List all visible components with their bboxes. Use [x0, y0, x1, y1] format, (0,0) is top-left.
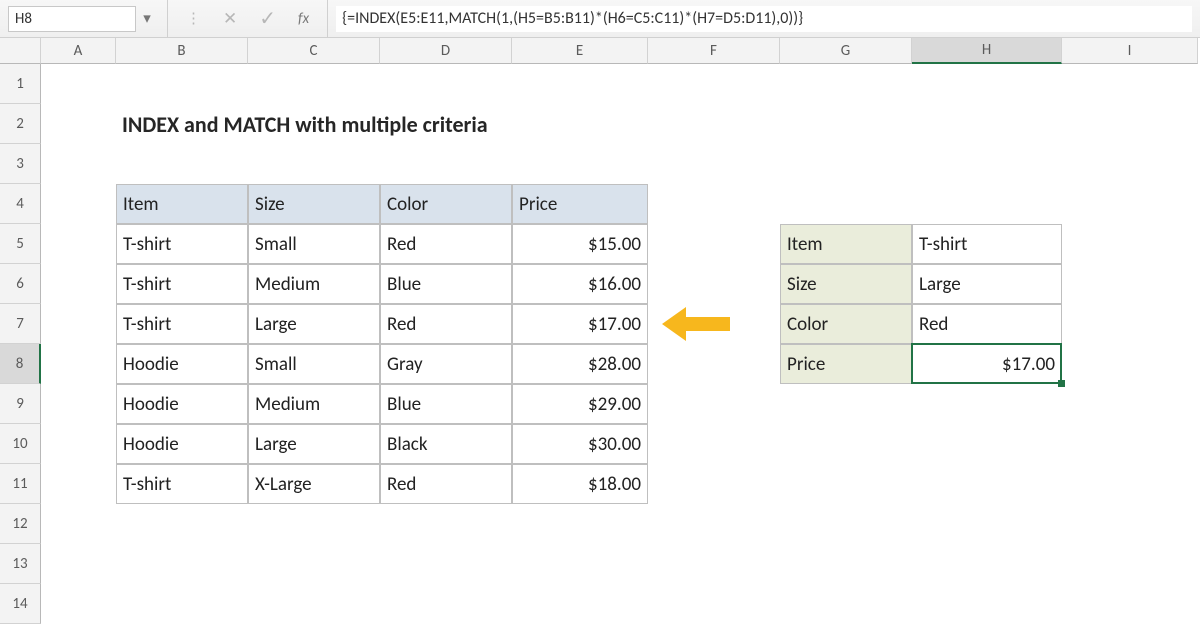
cell-H8[interactable]: $17.00: [912, 344, 1062, 384]
cell-C9[interactable]: Medium: [248, 384, 380, 424]
col-header-D[interactable]: D: [380, 38, 512, 64]
cell-H7[interactable]: Red: [912, 304, 1062, 344]
cell-B5[interactable]: T-shirt: [116, 224, 248, 264]
cell-grid[interactable]: INDEX and MATCH with multiple criteria It…: [41, 64, 1200, 624]
row-header-13[interactable]: 13: [0, 544, 41, 584]
namebox-container: H8 ▾: [0, 0, 168, 37]
cell-D9[interactable]: Blue: [380, 384, 512, 424]
col-header-I[interactable]: I: [1062, 38, 1198, 64]
fill-handle[interactable]: [1058, 380, 1065, 387]
cell-E8[interactable]: $28.00: [512, 344, 648, 384]
cell-D10[interactable]: Black: [380, 424, 512, 464]
cell-D4[interactable]: Color: [380, 184, 512, 224]
cell-B8[interactable]: Hoodie: [116, 344, 248, 384]
row-header-14[interactable]: 14: [0, 584, 41, 624]
cell-E4[interactable]: Price: [512, 184, 648, 224]
row-header-7[interactable]: 7: [0, 304, 41, 344]
cell-E6[interactable]: $16.00: [512, 264, 648, 304]
cell-E11[interactable]: $18.00: [512, 464, 648, 504]
page-title: INDEX and MATCH with multiple criteria: [116, 104, 716, 144]
row-header-1[interactable]: 1: [0, 64, 41, 104]
cell-C7[interactable]: Large: [248, 304, 380, 344]
cell-G8[interactable]: Price: [780, 344, 912, 384]
col-header-G[interactable]: G: [780, 38, 912, 64]
cell-G7[interactable]: Color: [780, 304, 912, 344]
row-header-3[interactable]: 3: [0, 144, 41, 184]
cell-G5[interactable]: Item: [780, 224, 912, 264]
sheet-body: 1234567891011121314 INDEX and MATCH with…: [0, 64, 1200, 624]
row-headers: 1234567891011121314: [0, 64, 41, 624]
cell-D8[interactable]: Gray: [380, 344, 512, 384]
cell-B6[interactable]: T-shirt: [116, 264, 248, 304]
cell-G6[interactable]: Size: [780, 264, 912, 304]
cell-C5[interactable]: Small: [248, 224, 380, 264]
cell-B11[interactable]: T-shirt: [116, 464, 248, 504]
cell-D5[interactable]: Red: [380, 224, 512, 264]
row-header-8[interactable]: 8: [0, 344, 41, 384]
cell-C6[interactable]: Medium: [248, 264, 380, 304]
cell-C4[interactable]: Size: [248, 184, 380, 224]
cell-B4[interactable]: Item: [116, 184, 248, 224]
cell-D11[interactable]: Red: [380, 464, 512, 504]
col-header-F[interactable]: F: [648, 38, 780, 64]
row-header-10[interactable]: 10: [0, 424, 41, 464]
formula-toolbar: H8 ▾ ⋮ ✕ ✓ fx {=INDEX(E5:E11,MATCH(1,(H5…: [0, 0, 1200, 38]
row-header-2[interactable]: 2: [0, 104, 41, 144]
cell-B9[interactable]: Hoodie: [116, 384, 248, 424]
cell-E10[interactable]: $30.00: [512, 424, 648, 464]
cell-E9[interactable]: $29.00: [512, 384, 648, 424]
row-header-11[interactable]: 11: [0, 464, 41, 504]
col-header-A[interactable]: A: [41, 38, 116, 64]
namebox-dropdown-icon[interactable]: ▾: [136, 9, 158, 28]
cell-B10[interactable]: Hoodie: [116, 424, 248, 464]
row-header-12[interactable]: 12: [0, 504, 41, 544]
spreadsheet: A B C D E F G H I 1234567891011121314 IN…: [0, 38, 1200, 624]
cancel-formula-icon[interactable]: ✕: [223, 8, 237, 29]
cell-C11[interactable]: X-Large: [248, 464, 380, 504]
cell-E5[interactable]: $15.00: [512, 224, 648, 264]
formula-controls: ⋮ ✕ ✓ fx: [168, 0, 328, 37]
cell-D7[interactable]: Red: [380, 304, 512, 344]
cell-H6[interactable]: Large: [912, 264, 1062, 304]
cell-H5[interactable]: T-shirt: [912, 224, 1062, 264]
cell-D6[interactable]: Blue: [380, 264, 512, 304]
formula-bar[interactable]: {=INDEX(E5:E11,MATCH(1,(H5=B5:B11)*(H6=C…: [336, 6, 1192, 32]
cell-E7[interactable]: $17.00: [512, 304, 648, 344]
row-header-4[interactable]: 4: [0, 184, 41, 224]
cell-C10[interactable]: Large: [248, 424, 380, 464]
column-headers: A B C D E F G H I: [0, 38, 1200, 64]
row-header-6[interactable]: 6: [0, 264, 41, 304]
kebab-icon[interactable]: ⋮: [186, 9, 201, 28]
cell-B7[interactable]: T-shirt: [116, 304, 248, 344]
confirm-formula-icon[interactable]: ✓: [259, 6, 276, 31]
col-header-H[interactable]: H: [912, 38, 1062, 64]
arrow-icon: [662, 307, 730, 341]
col-header-C[interactable]: C: [248, 38, 380, 64]
cell-C8[interactable]: Small: [248, 344, 380, 384]
select-all-corner[interactable]: [0, 38, 41, 64]
col-header-E[interactable]: E: [512, 38, 648, 64]
row-header-5[interactable]: 5: [0, 224, 41, 264]
col-header-B[interactable]: B: [116, 38, 248, 64]
fx-label[interactable]: fx: [298, 10, 309, 28]
row-header-9[interactable]: 9: [0, 384, 41, 424]
name-box[interactable]: H8: [8, 6, 136, 32]
